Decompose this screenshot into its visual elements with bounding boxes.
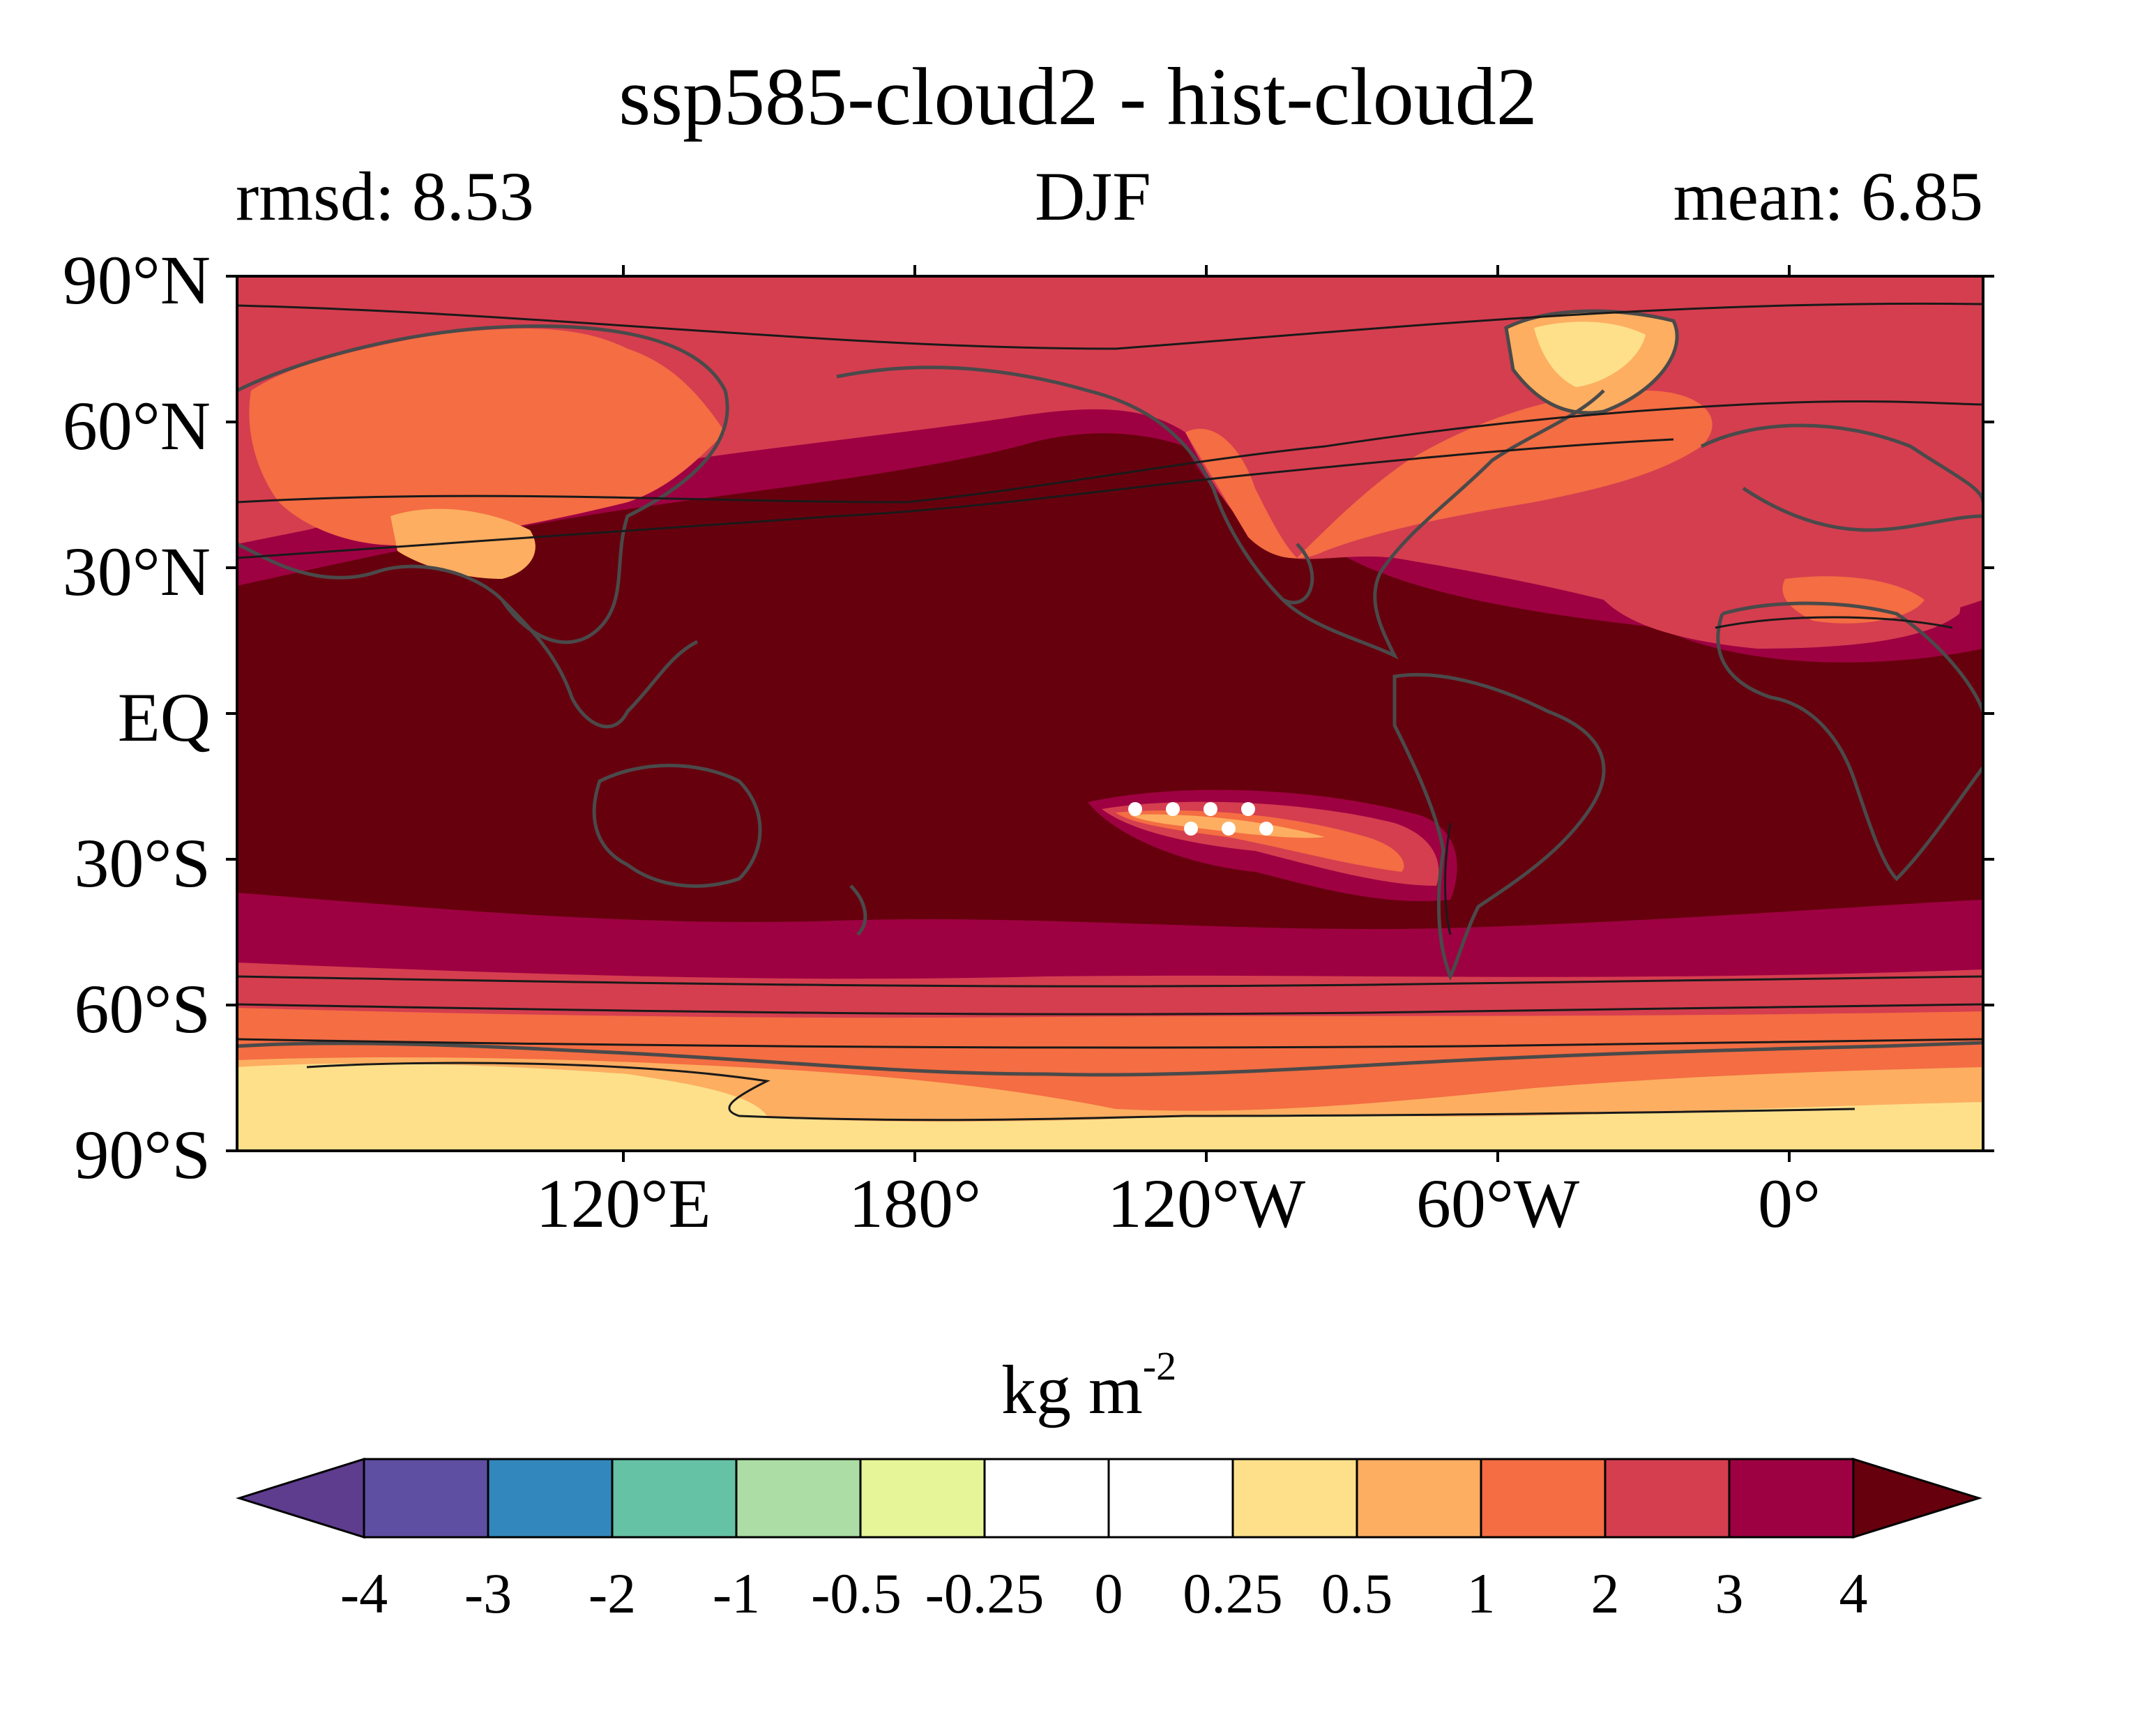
lat-label-90s: 90°S <box>74 1116 211 1193</box>
coast-africa <box>1716 601 1983 882</box>
field-antarctica-band-025-05 <box>237 1063 1983 1151</box>
colorbar-tick-label: -3 <box>464 1562 513 1625</box>
colorbar-tick-label: 0 <box>1094 1562 1123 1625</box>
stipple-dot <box>1241 802 1255 816</box>
rmsd-label: rmsd: 8.53 <box>236 158 534 235</box>
colorbar-tick-label: 0.5 <box>1321 1562 1393 1625</box>
coast-eurasia <box>237 324 729 644</box>
field-nh-band-025-05-greenland <box>1534 322 1646 387</box>
colorbar-tick-label: 2 <box>1591 1562 1620 1625</box>
colorbar-tick-label: -0.5 <box>811 1562 902 1625</box>
field-nh-band-1-2-eurasia <box>249 329 726 545</box>
contour-sahara <box>1715 616 1953 629</box>
colorbar-segment <box>1480 1458 1607 1539</box>
coast-greenland <box>1504 309 1679 415</box>
lon-label-180: 180° <box>849 1165 981 1242</box>
mean-label: mean: 6.85 <box>1673 158 1983 235</box>
lat-label-60n: 60°N <box>62 387 211 465</box>
field-nh-band-1-2-namerica <box>1185 391 1713 559</box>
colorbar-units-exponent: -2 <box>1142 1343 1177 1389</box>
lat-label-30s: 30°S <box>74 824 211 902</box>
colorbar-over-arrow <box>1852 1457 1983 1539</box>
lon-label-120e: 120°E <box>536 1165 711 1242</box>
contour-so-1 <box>237 975 1983 988</box>
map-field <box>237 276 1983 1151</box>
colorbar-units-base: kg m <box>1001 1351 1143 1428</box>
contour-arctic <box>237 302 1983 350</box>
stipple-dot <box>1166 802 1180 816</box>
coastlines <box>237 309 1983 1077</box>
colorbar-segment <box>611 1458 738 1539</box>
stipple-dot <box>1204 802 1217 816</box>
contour-lines <box>237 302 1983 1122</box>
lon-label-120w: 120°W <box>1107 1165 1306 1242</box>
season-label: DJF <box>1035 158 1151 235</box>
colorbar-segment <box>1231 1458 1358 1539</box>
lat-label-90n: 90°N <box>62 241 211 319</box>
contour-antarctica-1 <box>306 1062 1855 1122</box>
coast-europe <box>1700 423 1983 532</box>
field-nh-band-2-3-sahara <box>1604 549 1961 649</box>
lat-label-30n: 30°N <box>62 533 211 610</box>
colorbar-tick-label: -1 <box>712 1562 761 1625</box>
colorbar-under-arrow <box>235 1457 365 1539</box>
colorbar-units: kg m-2 <box>1001 1346 1176 1425</box>
colorbar-tick-label: 0.25 <box>1183 1562 1283 1625</box>
stipple-dot <box>1128 802 1142 816</box>
colorbar-segment <box>487 1458 614 1539</box>
colorbar-segment <box>1356 1458 1482 1539</box>
coast-south-america <box>1392 672 1606 981</box>
map-ticks <box>226 265 1994 1162</box>
lat-label-eq: EQ <box>117 679 211 756</box>
colorbar-segment <box>1107 1458 1234 1539</box>
coast-new-zealand <box>849 884 867 936</box>
lon-label-60w: 60°W <box>1415 1165 1580 1242</box>
map-title: ssp585-cloud2 - hist-cloud2 <box>618 51 1538 142</box>
colorbar <box>235 1457 1983 1539</box>
coast-se-asia <box>501 598 699 729</box>
colorbar-segment <box>1604 1458 1731 1539</box>
contour-so-2 <box>237 1003 1983 1015</box>
contour-so-3 <box>237 1038 1983 1049</box>
colorbar-tick-label: -0.25 <box>925 1562 1045 1625</box>
contour-nh-2 <box>237 438 1674 559</box>
coast-australia <box>592 764 762 888</box>
stipple-dots <box>1128 802 1273 836</box>
colorbar-tick-label: -2 <box>588 1562 637 1625</box>
lon-label-0: 0° <box>1758 1165 1821 1242</box>
colorbar-tick-label: 1 <box>1466 1562 1496 1625</box>
colorbar-tick-label: 4 <box>1839 1562 1868 1625</box>
stipple-dot <box>1184 822 1198 836</box>
colorbar-segment <box>859 1458 986 1539</box>
contour-nh-1 <box>237 400 1983 504</box>
stipple-dot <box>1222 822 1236 836</box>
field-nh-band-05-1-tibet <box>390 508 536 579</box>
coast-north-america <box>836 365 1605 660</box>
colorbar-segment <box>983 1458 1110 1539</box>
colorbar-tick-label: -4 <box>340 1562 388 1625</box>
lat-label-60s: 60°S <box>74 970 211 1048</box>
colorbar-segment <box>363 1458 489 1539</box>
colorbar-tick-label: 3 <box>1715 1562 1744 1625</box>
stipple-dot <box>1259 822 1273 836</box>
colorbar-segment <box>1728 1458 1855 1539</box>
colorbar-segment <box>735 1458 862 1539</box>
coast-antarctica <box>237 1041 1983 1077</box>
contour-andes <box>1444 822 1452 935</box>
